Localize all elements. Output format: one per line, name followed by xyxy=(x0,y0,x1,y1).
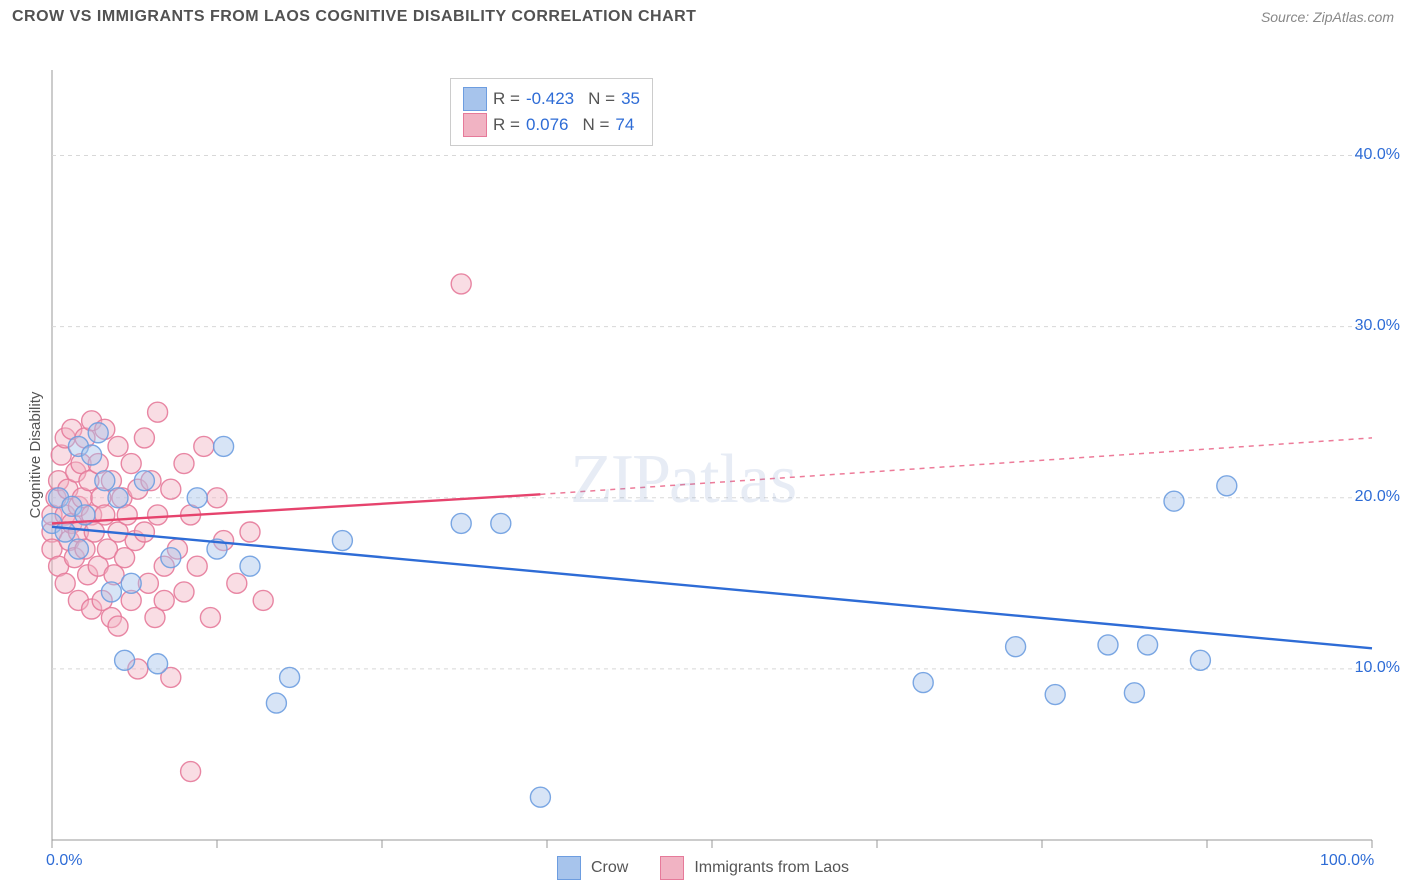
source-label: Source: ZipAtlas.com xyxy=(1261,9,1394,25)
legend-swatch-laos xyxy=(660,856,684,880)
chart-container: Cognitive Disability ZIPatlas R = -0.423… xyxy=(0,30,1406,880)
legend-label-laos: Immigrants from Laos xyxy=(694,859,849,877)
y-tick-label: 20.0% xyxy=(1355,488,1400,506)
chart-title: CROW VS IMMIGRANTS FROM LAOS COGNITIVE D… xyxy=(12,8,696,26)
stats-row-crow: R = -0.423 N = 35 xyxy=(463,87,640,111)
n-value-crow: 35 xyxy=(621,89,640,109)
scatter-plot xyxy=(0,30,1406,850)
bottom-legend: Crow Immigrants from Laos xyxy=(0,856,1406,880)
legend-label-crow: Crow xyxy=(591,859,628,877)
y-tick-label: 10.0% xyxy=(1355,659,1400,677)
y-tick-label: 30.0% xyxy=(1355,317,1400,335)
r-value-laos: 0.076 xyxy=(526,115,569,135)
n-value-laos: 74 xyxy=(615,115,634,135)
y-axis-label: Cognitive Disability xyxy=(27,392,44,519)
stats-row-laos: R = 0.076 N = 74 xyxy=(463,113,640,137)
swatch-laos xyxy=(463,113,487,137)
swatch-crow xyxy=(463,87,487,111)
stats-legend: R = -0.423 N = 35 R = 0.076 N = 74 xyxy=(450,78,653,146)
y-tick-label: 40.0% xyxy=(1355,146,1400,164)
legend-swatch-crow xyxy=(557,856,581,880)
r-value-crow: -0.423 xyxy=(526,89,574,109)
